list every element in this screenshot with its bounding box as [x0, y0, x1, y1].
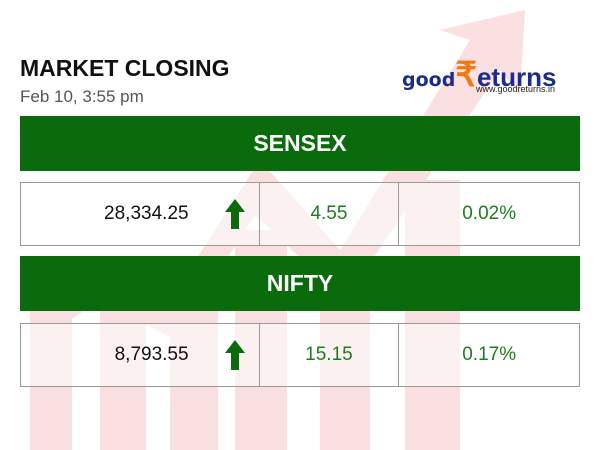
title: MARKET CLOSING — [20, 55, 230, 81]
percent-cell: 0.17% — [462, 344, 517, 365]
index-value: 28,334.25 — [104, 203, 189, 224]
percent-cell: 0.02% — [462, 203, 517, 224]
timestamp: Feb 10, 3:55 pm — [20, 87, 144, 106]
change-cell: 15.15 — [260, 324, 400, 386]
value-cell: 8,793.55 — [21, 324, 260, 386]
logo-url: www.goodreturns.in — [476, 84, 556, 94]
index-row: 28,334.25 4.55 0.02% — [20, 182, 580, 246]
up-arrow — [224, 340, 245, 370]
index-header: SENSEX — [20, 116, 580, 171]
index-row: 8,793.55 15.15 0.17% — [20, 323, 580, 387]
change-cell: 4.55 — [260, 183, 400, 245]
logo: good₹eturns — [402, 55, 556, 95]
logo-text: eturns — [476, 62, 557, 92]
logo-symbol: ₹ — [455, 56, 477, 94]
index-value: 8,793.55 — [114, 344, 189, 365]
logo-text: good — [402, 69, 456, 91]
up-arrow — [224, 199, 245, 229]
value-cell: 28,334.25 — [21, 183, 260, 245]
index-header: NIFTY — [20, 256, 580, 311]
